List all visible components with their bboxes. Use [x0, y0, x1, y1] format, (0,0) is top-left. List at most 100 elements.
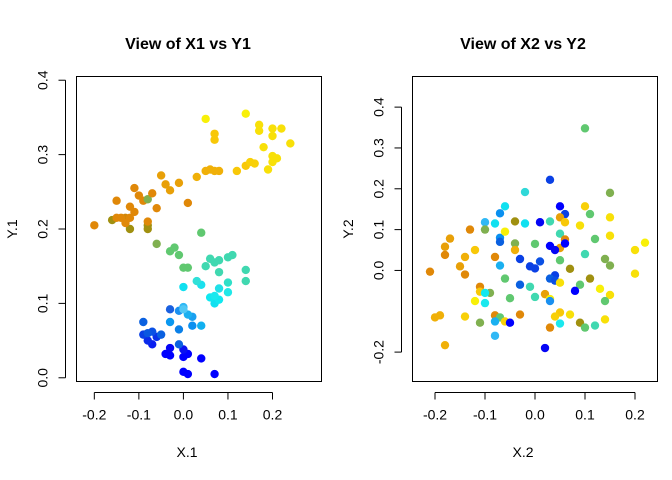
data-point: [148, 189, 157, 198]
data-point: [470, 296, 480, 306]
data-point: [530, 292, 540, 302]
data-point: [580, 249, 590, 259]
data-point: [570, 286, 580, 296]
data-point: [241, 265, 250, 275]
data-point: [174, 178, 184, 188]
data-point: [188, 321, 197, 330]
data-point: [495, 261, 505, 270]
data-point: [125, 202, 135, 211]
x-tick-label: -0.2: [82, 407, 106, 423]
data-point: [112, 196, 121, 205]
data-point: [460, 252, 470, 262]
data-point: [174, 325, 184, 334]
data-point: [143, 217, 152, 226]
data-point: [585, 274, 595, 283]
data-point: [575, 221, 585, 230]
data-point: [161, 349, 170, 359]
data-point: [197, 228, 206, 237]
data-point: [228, 250, 237, 260]
data-point: [535, 218, 545, 227]
data-point: [210, 291, 219, 301]
data-point: [490, 331, 500, 340]
data-point: [143, 195, 152, 204]
data-point: [268, 124, 277, 133]
data-point: [555, 229, 565, 238]
data-point: [183, 198, 193, 208]
data-point: [286, 139, 295, 148]
data-point: [545, 217, 555, 226]
y-axis: -0.2 0.0 0.1 0.2 0.3 0.4: [371, 97, 402, 364]
data-point: [139, 317, 148, 327]
data-point: [555, 319, 565, 328]
data-point: [210, 129, 219, 138]
data-point: [143, 336, 152, 345]
data-point: [125, 224, 135, 234]
data-point: [232, 166, 242, 176]
data-point: [585, 209, 595, 219]
data-point: [545, 296, 555, 306]
data-point: [174, 340, 184, 349]
data-point: [277, 124, 286, 133]
data-point: [510, 239, 520, 248]
data-point: [545, 175, 555, 184]
data-point: [575, 280, 585, 289]
data-point: [480, 288, 490, 298]
y-tick-label: 0.1: [371, 220, 387, 240]
data-point: [505, 318, 515, 327]
data-point: [605, 213, 615, 222]
data-point: [555, 202, 565, 211]
y-tick-label: 0.3: [371, 138, 387, 158]
chart-title: View of X1 vs Y1: [125, 36, 251, 53]
data-point: [465, 225, 475, 234]
data-point: [130, 183, 139, 193]
data-point: [590, 234, 600, 244]
plot-frame: [76, 76, 322, 382]
data-point: [183, 263, 193, 272]
data-point: [520, 187, 530, 197]
data-point: [170, 243, 179, 252]
x-tick-label: 0.0: [174, 407, 194, 423]
data-point: [580, 323, 590, 332]
data-point: [530, 239, 540, 249]
data-point: [241, 276, 250, 286]
data-point: [480, 298, 490, 308]
data-point: [605, 261, 615, 270]
data-point: [263, 165, 273, 174]
data-point: [490, 252, 500, 262]
data-point: [500, 274, 510, 283]
data-point: [550, 245, 560, 255]
y-tick-label: 0.4: [35, 70, 51, 90]
data-point: [201, 262, 210, 271]
data-point: [560, 218, 570, 227]
data-point: [535, 257, 545, 266]
data-point: [174, 250, 184, 260]
data-points: [425, 124, 650, 353]
data-point: [214, 284, 224, 293]
data-point: [640, 238, 650, 247]
data-point: [223, 288, 233, 297]
data-point: [540, 343, 550, 353]
data-point: [210, 369, 219, 379]
data-point: [254, 120, 264, 130]
y-axis: 0.0 0.1 0.2 0.3 0.4: [35, 70, 66, 388]
data-point: [165, 305, 175, 314]
data-point: [205, 254, 215, 263]
chart-title: View of X2 vs Y2: [460, 36, 586, 53]
data-point: [179, 282, 188, 292]
data-point: [134, 191, 144, 200]
data-point: [430, 313, 440, 322]
data-point: [254, 126, 264, 135]
x-tick-label: -0.2: [423, 407, 447, 423]
x-axis: -0.2 -0.1 0.0 0.1 0.2: [82, 392, 282, 423]
data-point: [440, 250, 450, 260]
data-point: [565, 264, 575, 274]
data-point: [214, 166, 224, 176]
data-point: [545, 323, 555, 332]
data-point: [152, 203, 161, 213]
data-point: [480, 225, 490, 234]
data-point: [121, 218, 130, 228]
data-point: [495, 237, 505, 247]
data-point: [156, 330, 166, 339]
data-point: [490, 317, 500, 326]
data-point: [268, 131, 277, 141]
